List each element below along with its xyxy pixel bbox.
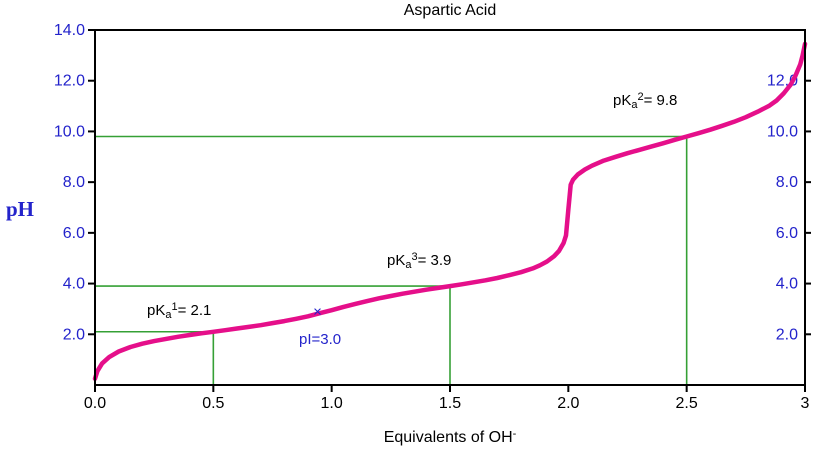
pka3-prefix: pK — [387, 252, 406, 269]
annotation-pka3: pKa3= 3.9 — [387, 251, 451, 271]
y-tick-label-right: 6.0 — [776, 225, 798, 242]
pka2-superscript: 2 — [637, 91, 644, 103]
pka1-superscript: 1 — [171, 301, 178, 313]
pka2-prefix: pK — [613, 92, 632, 109]
y-axis-label: pH — [6, 197, 35, 221]
x-tick-label: 1.5 — [439, 395, 461, 412]
annotation-isoelectric-point: pI=3.0 — [299, 331, 342, 348]
y-tick-label-left: 8.0 — [63, 174, 85, 191]
pka2-value: = 9.8 — [643, 92, 678, 109]
chart-title: Aspartic Acid — [403, 2, 497, 19]
x-tick-label: 0.5 — [202, 395, 224, 412]
x-tick-label: 2.0 — [557, 395, 579, 412]
pka3-superscript: 3 — [411, 251, 418, 263]
x-tick-label: 0.0 — [84, 395, 106, 412]
x-axis-label-text: Equivalents of OH — [383, 429, 513, 446]
y-tick-label-left: 10.0 — [54, 123, 85, 140]
annotation-pka2: pKa2= 9.8 — [613, 91, 677, 111]
x-tick-label: 3 — [801, 395, 810, 412]
pka1-value: = 2.1 — [177, 302, 212, 319]
pka1-subscript: a — [165, 309, 172, 321]
titration-curve — [92, 41, 808, 381]
y-tick-label-right: 2.0 — [776, 326, 798, 343]
y-tick-label-right: 10.0 — [767, 123, 798, 140]
x-axis-label-superscript: - — [512, 428, 517, 440]
x-tick-label: 2.5 — [676, 395, 698, 412]
y-tick-label-right: 4.0 — [776, 276, 798, 293]
y-tick-label-left: 4.0 — [63, 276, 85, 293]
pi-marker-icon: × — [313, 303, 322, 320]
pka3-subscript: a — [405, 259, 412, 271]
y-tick-label-left: 14.0 — [54, 22, 85, 39]
y-tick-label-left: 6.0 — [63, 225, 85, 242]
pka2-subscript: a — [631, 99, 638, 111]
y-tick-label-right: 8.0 — [776, 174, 798, 191]
annotation-pka1: pKa1= 2.1 — [147, 301, 211, 321]
y-tick-label-left: 12.0 — [54, 73, 85, 90]
y-tick-label-left: 2.0 — [63, 326, 85, 343]
x-tick-label: 1.0 — [321, 395, 343, 412]
x-axis-label: Equivalents of OH- — [95, 428, 805, 447]
pka1-prefix: pK — [147, 302, 166, 319]
pka3-value: = 3.9 — [417, 252, 452, 269]
plot-border — [94, 29, 806, 386]
